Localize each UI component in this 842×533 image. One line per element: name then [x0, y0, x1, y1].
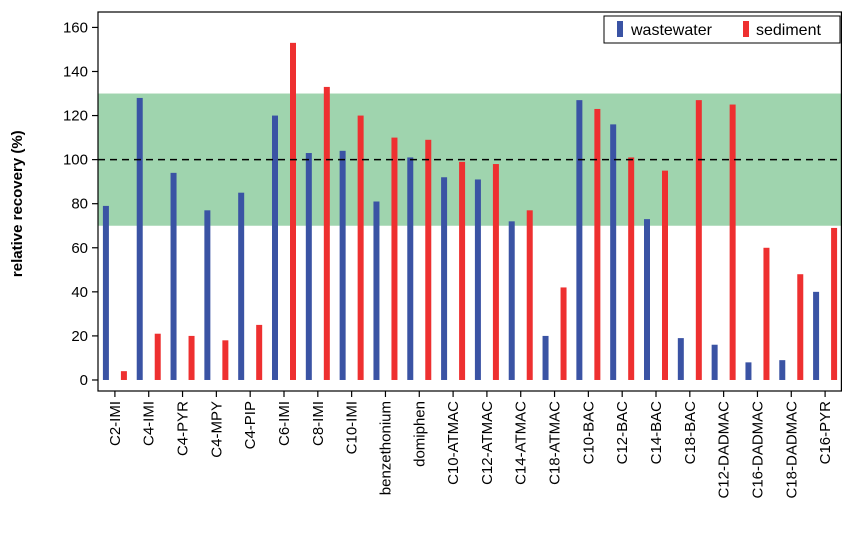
x-tick-label-c12-atmac: C12-ATMAC	[479, 401, 496, 485]
y-tick-label-160: 160	[63, 19, 88, 36]
x-axis: C2-IMI C4-IMI C4-PYR C4-MPY C4-PIP C6-IMI C8-I…	[107, 391, 834, 499]
x-tick-label-c18-atmac: C18-ATMAC	[547, 401, 564, 485]
x-tick-label-c4-imi: C4-IMI	[141, 401, 158, 446]
x-tick-label-c12-bac: C12-BAC	[614, 401, 631, 465]
bar-wastewater-c4-pip	[238, 192, 245, 380]
x-tick-label-c8-imi: C8-IMI	[310, 401, 327, 446]
y-tick-label-80: 80	[71, 196, 88, 213]
bar-wastewater-c2-imi	[102, 205, 109, 380]
bar-wastewater-c16-pyr	[813, 291, 820, 380]
bar-sediment-c4-mpy	[222, 340, 229, 380]
bar-sediment-c4-pyr	[188, 335, 195, 380]
bar-sediment-c14-bac	[662, 170, 668, 380]
bar-wastewater-c4-imi	[136, 97, 143, 380]
legend-swatch-sediment	[743, 21, 749, 37]
y-tick-label-40: 40	[71, 284, 88, 301]
bar-wastewater-c10-bac	[576, 100, 583, 380]
bar-wastewater-c8-imi	[305, 153, 312, 380]
legend-swatch-wastewater	[617, 21, 623, 37]
bar-wastewater-c10-imi	[339, 150, 346, 380]
x-tick-label-c10-bac: C10-BAC	[580, 401, 597, 465]
bar-sediment-domiphen	[425, 139, 432, 380]
bar-sediment-c6-imi	[290, 42, 296, 380]
bar-wastewater-c18-dadmac	[779, 360, 786, 380]
x-tick-label-c2-imi: C2-IMI	[107, 401, 124, 446]
bar-wastewater-benzethonium	[373, 201, 380, 380]
bar-sediment-c16-pyr	[831, 227, 838, 380]
x-tick-label-c16-dadmac: C16-DADMAC	[749, 401, 766, 499]
bar-sediment-c18-atmac	[560, 287, 567, 380]
bar-sediment-c12-bac	[628, 157, 635, 380]
bar-sediment-c4-pip	[256, 324, 263, 380]
bar-sediment-c4-imi	[154, 333, 161, 380]
bar-wastewater-c10-atmac	[441, 177, 448, 380]
bar-sediment-c2-imi	[120, 371, 127, 380]
y-tick-label-60: 60	[71, 240, 88, 257]
bar-wastewater-c14-atmac	[508, 221, 515, 380]
bar-sediment-c10-atmac	[459, 161, 466, 380]
x-tick-label-c4-mpy: C4-MPY	[208, 401, 225, 458]
legend-label-wastewater: wastewater	[630, 22, 713, 39]
legend: wastewater sediment	[603, 15, 841, 44]
legend-box	[603, 15, 841, 44]
bar-wastewater-c14-bac	[644, 219, 650, 380]
bar-sediment-c14-atmac	[526, 210, 533, 380]
bar-sediment-c18-dadmac	[797, 274, 804, 380]
x-tick-label-c12-dadmac: C12-DADMAC	[716, 401, 733, 499]
bar-wastewater-c12-bac	[610, 124, 617, 380]
x-tick-label-c18-dadmac: C18-DADMAC	[783, 401, 800, 499]
x-tick-label-c10-atmac: C10-ATMAC	[445, 401, 462, 485]
bar-wastewater-c18-bac	[677, 338, 684, 380]
bar-wastewater-c6-imi	[272, 115, 278, 380]
bar-wastewater-c18-atmac	[542, 335, 549, 380]
y-tick-label-0: 0	[80, 372, 88, 389]
x-tick-label-c4-pyr: C4-PYR	[175, 401, 192, 456]
bar-sediment-c12-atmac	[492, 164, 499, 380]
x-tick-label-c10-imi: C10-IMI	[344, 401, 361, 454]
bar-sediment-c12-dadmac	[729, 104, 736, 380]
bar-sediment-c18-bac	[695, 100, 702, 380]
y-tick-label-120: 120	[63, 108, 88, 125]
bar-wastewater-c4-mpy	[204, 210, 211, 380]
y-tick-label-100: 100	[63, 152, 88, 169]
x-tick-label-c18-bac: C18-BAC	[682, 401, 699, 465]
plot-frame	[97, 11, 842, 392]
bars-group	[102, 42, 838, 380]
bar-sediment-c10-imi	[357, 115, 364, 380]
bar-sediment-benzethonium	[391, 137, 398, 380]
y-axis-title: relative recovery (%)	[9, 130, 26, 277]
x-tick-label-c14-atmac: C14-ATMAC	[513, 401, 530, 485]
bar-wastewater-c12-atmac	[474, 179, 481, 380]
bar-wastewater-c4-pyr	[170, 172, 177, 380]
bar-sediment-c10-bac	[594, 108, 601, 380]
bar-sediment-c8-imi	[323, 86, 330, 380]
legend-label-sediment: sediment	[756, 22, 821, 39]
x-tick-label-c16-pyr: C16-PYR	[817, 401, 834, 465]
x-tick-label-c4-pip: C4-PIP	[242, 401, 259, 449]
y-tick-label-20: 20	[71, 328, 88, 345]
bar-wastewater-c12-dadmac	[711, 344, 718, 380]
y-axis: 0 20 40 60 80 100 120 140 160	[63, 19, 98, 389]
y-tick-label-140: 140	[63, 63, 88, 80]
bar-wastewater-domiphen	[407, 157, 414, 380]
x-tick-label-c6-imi: C6-IMI	[276, 401, 293, 446]
x-tick-label-benzethonium: benzethonium	[377, 401, 394, 495]
bar-wastewater-c16-dadmac	[745, 362, 752, 380]
x-tick-label-domiphen: domiphen	[411, 401, 428, 467]
x-tick-label-c14-bac: C14-BAC	[648, 401, 665, 465]
bar-sediment-c16-dadmac	[763, 247, 770, 380]
